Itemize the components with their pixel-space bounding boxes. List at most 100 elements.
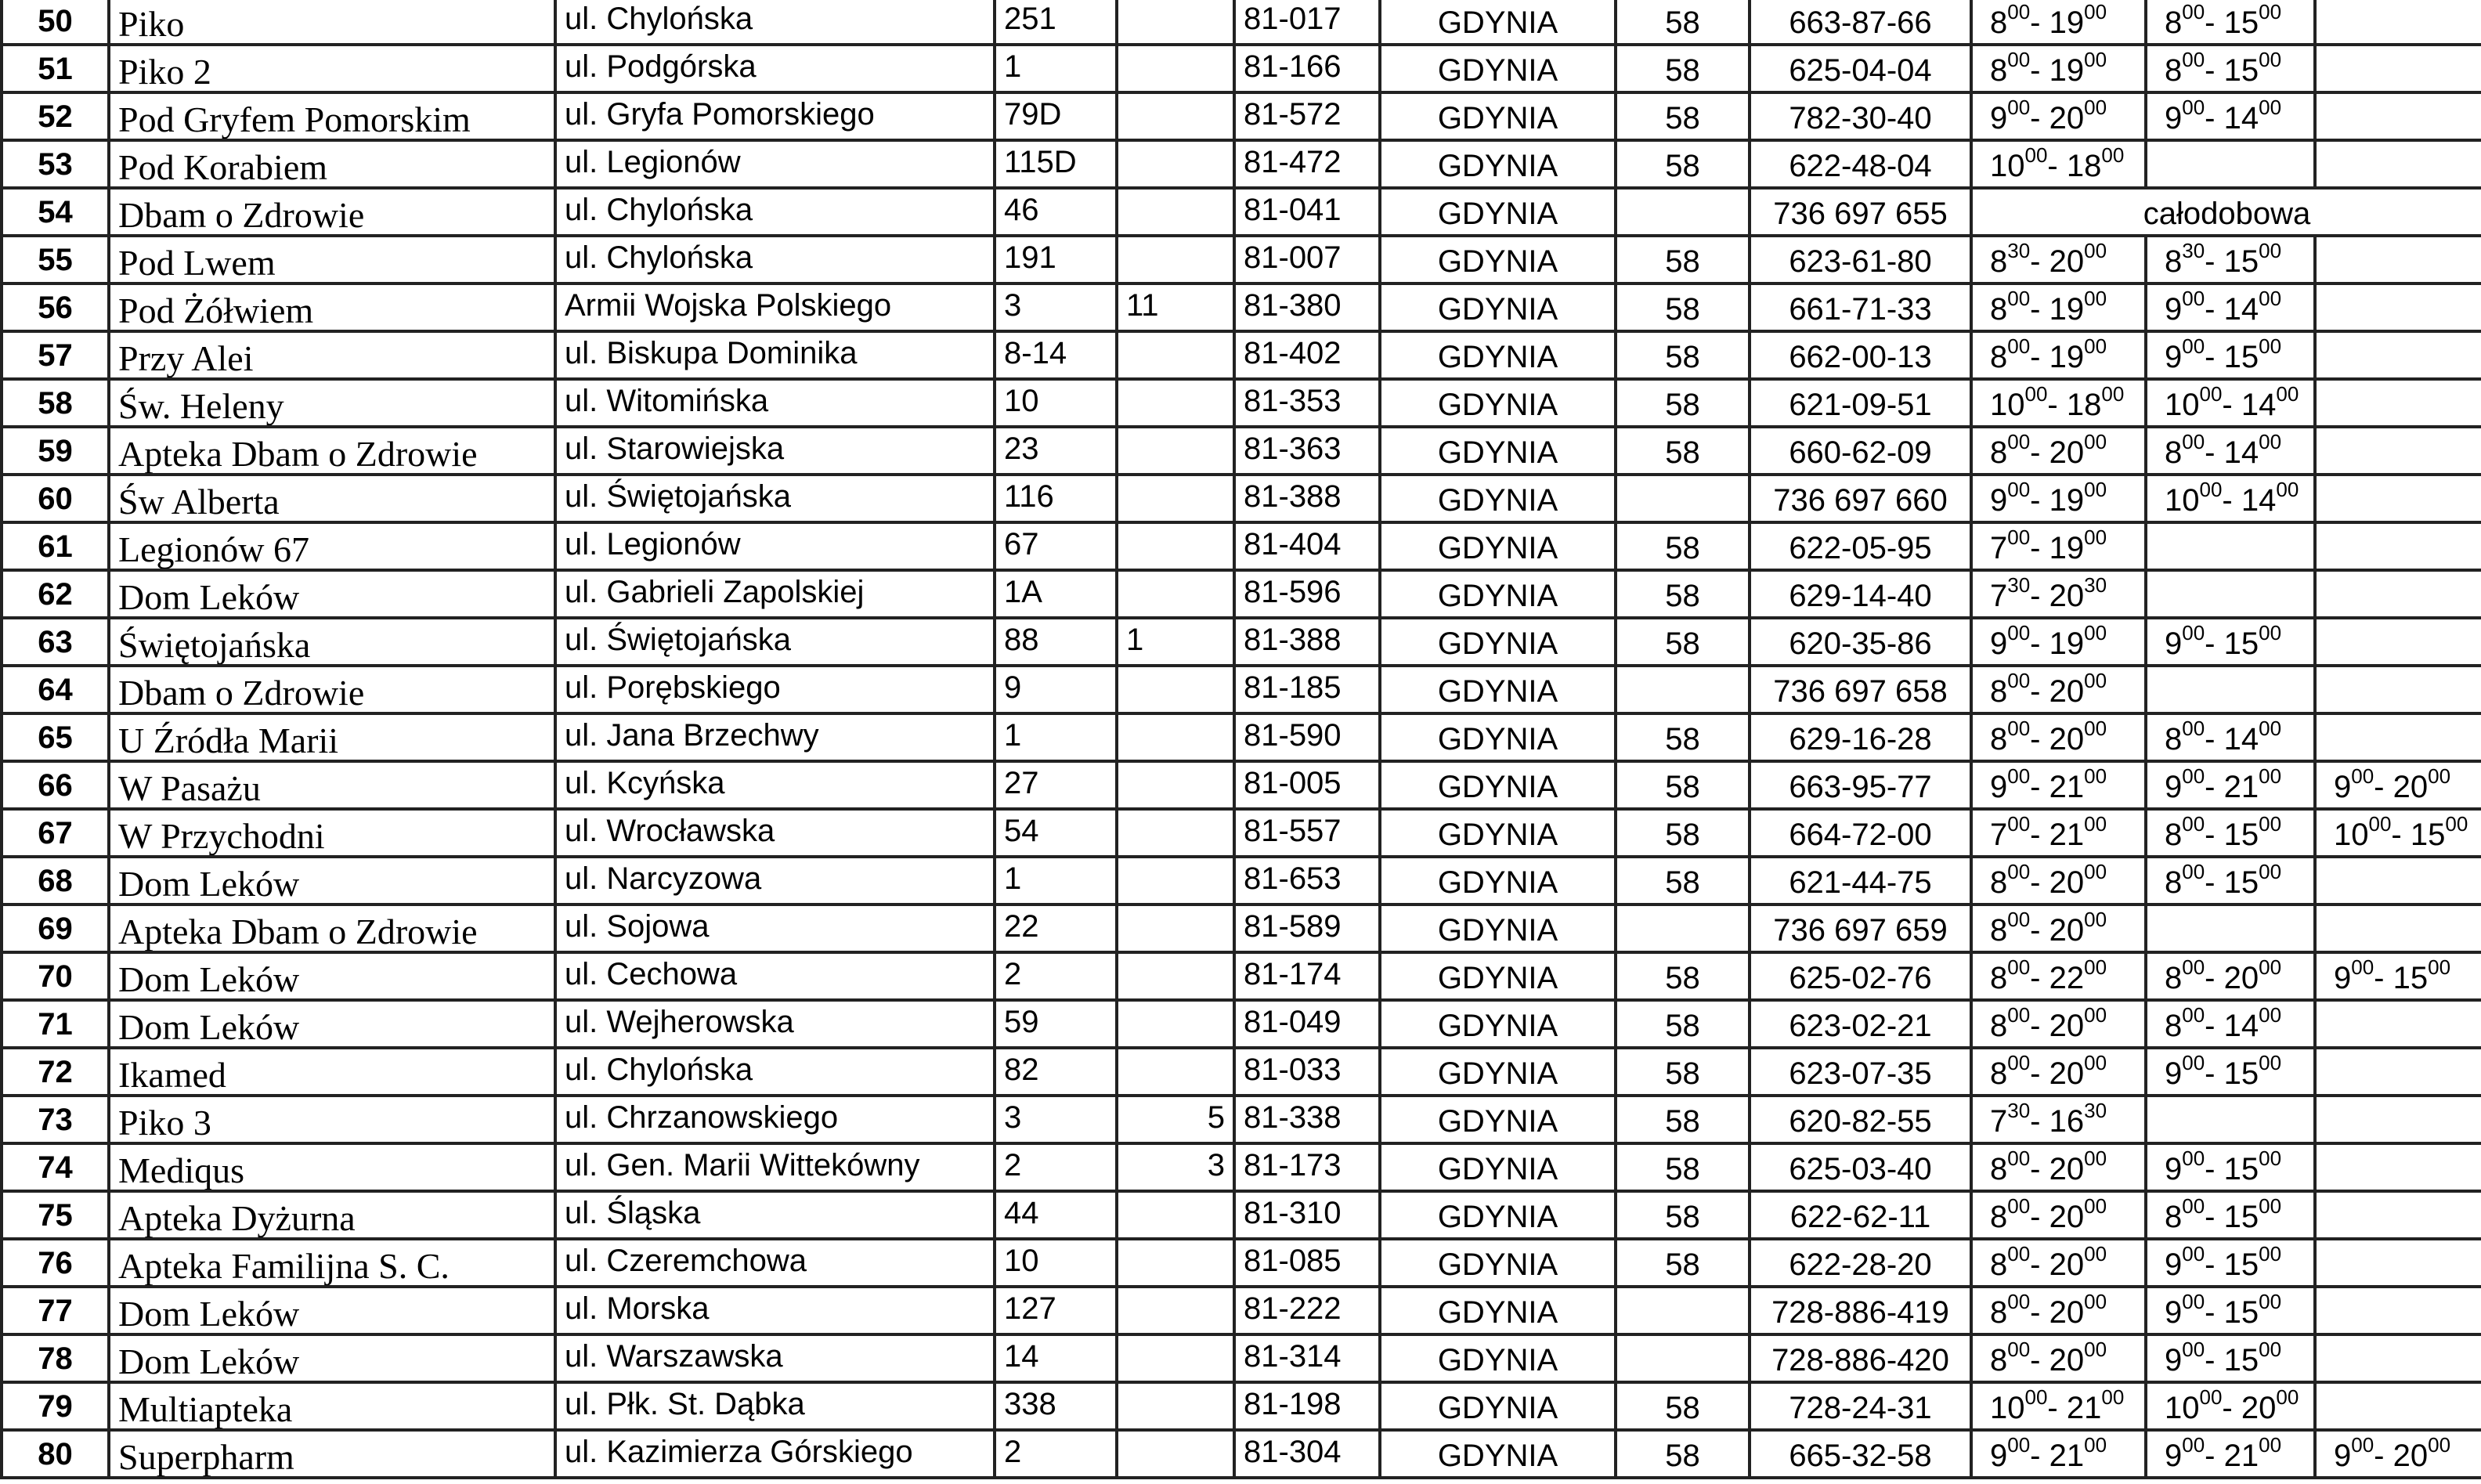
building-number: 79D [993,91,1118,142]
close-hour: 14 [2223,292,2259,327]
open-minute: 00 [2007,430,2031,453]
street: ul. Świętojańska [554,616,996,667]
close-minute: 00 [2276,478,2299,501]
area-code: 58 [1614,1428,1751,1479]
hours-weekday: 700- 2100 [1970,807,2147,858]
open-minute: 00 [2368,812,2392,836]
open-hour: 8 [2165,1200,2183,1234]
phone-number: 629-16-28 [1748,712,1973,763]
hours-sunday [2313,855,2481,906]
hours-sunday [2313,1190,2481,1240]
open-hour: 10 [1990,1391,2025,1425]
close-hour: 15 [2223,53,2259,88]
phone-number: 728-886-419 [1748,1285,1973,1336]
open-minute: 00 [2007,908,2031,931]
row-number: 80 [0,1428,110,1479]
postal-code: 81-198 [1233,1381,1381,1432]
close-hour: 14 [2223,435,2259,470]
postal-code: 81-380 [1233,282,1381,333]
hours-saturday: 800- 2000 [2144,951,2317,1002]
hours-sunday: 900- 1500 [2313,951,2481,1002]
table-row: 75 Apteka Dyżurna ul. Śląska 44 81-310 GDYNIA… [0,1190,2481,1240]
building-number: 251 [993,0,1118,46]
city: GDYNIA [1378,377,1617,428]
hours-weekday: 800- 2000 [1970,664,2147,715]
hours-saturday: 900- 1500 [2144,1333,2317,1384]
open-minute: 00 [2182,1051,2205,1074]
close-minute: 00 [2276,1385,2299,1409]
postal-code: 81-472 [1233,139,1381,190]
city: GDYNIA [1378,1046,1617,1097]
apartment-number [1115,712,1236,763]
close-hour: 15 [2223,1247,2259,1282]
postal-code: 81-033 [1233,1046,1381,1097]
close-hour: 15 [2410,818,2446,852]
open-minute: 00 [2182,1290,2205,1313]
hours-sunday [2313,139,2481,190]
close-minute: 00 [2259,430,2282,453]
open-hour: 10 [2165,483,2200,518]
row-number: 72 [0,1046,110,1097]
apartment-number [1115,1428,1236,1479]
close-hour: 20 [2393,1439,2429,1473]
open-minute: 00 [2182,812,2205,836]
apartment-number [1115,664,1236,715]
city: GDYNIA [1378,282,1617,333]
close-hour: 15 [2223,1343,2259,1377]
area-code: 58 [1614,282,1751,333]
hours-weekday: 800- 2000 [1970,425,2147,476]
close-minute: 00 [2084,48,2107,71]
open-minute: 00 [2007,525,2031,549]
hours-weekday: 700- 1900 [1970,521,2147,572]
phone-number: 736 697 658 [1748,664,1973,715]
area-code: 58 [1614,807,1751,858]
close-hour: 15 [2223,818,2259,852]
apartment-number [1115,43,1236,94]
building-number: 10 [993,377,1118,428]
apartment-number [1115,425,1236,476]
hours-sunday [2313,1142,2481,1193]
close-hour: 20 [2223,961,2259,995]
pharmacy-name: Pod Żółwiem [107,282,557,333]
pharmacy-name: Ikamed [107,1046,557,1097]
table-row: 54 Dbam o Zdrowie ul. Chylońska 46 81-041 GDY… [0,186,2481,237]
postal-code: 81-572 [1233,91,1381,142]
area-code: 58 [1614,1381,1751,1432]
hours-weekday: 1000- 1800 [1970,377,2147,428]
close-hour: 19 [2049,483,2085,518]
close-minute: 00 [2259,334,2282,358]
pharmacy-name: Przy Alei [107,330,557,381]
open-minute: 00 [2182,334,2205,358]
pharmacy-name: Św. Heleny [107,377,557,428]
hours-sunday [2313,425,2481,476]
open-hour: 10 [1990,388,2025,422]
pharmacy-name: W Przychodni [107,807,557,858]
open-minute: 30 [2007,573,2031,597]
phone-number: 661-71-33 [1748,282,1973,333]
postal-code: 81-557 [1233,807,1381,858]
table-row: 64 Dbam o Zdrowie ul. Porębskiego 9 81-185 GD… [0,664,2481,715]
close-minute: 00 [2259,1146,2282,1170]
close-hour: 15 [2223,626,2259,661]
area-code: 58 [1614,998,1751,1049]
area-code: 58 [1614,855,1751,906]
phone-number: 728-24-31 [1748,1381,1973,1432]
open-minute: 00 [2007,1242,2031,1266]
close-minute: 00 [2259,812,2282,836]
close-hour: 19 [2049,5,2085,40]
pharmacy-name: Dom Leków [107,855,557,906]
hours-weekday: 900- 2100 [1970,760,2147,811]
close-hour: 20 [2393,770,2429,804]
table-row: 76 Apteka Familijna S. C. ul. Czeremchowa 1… [0,1237,2481,1288]
building-number: 116 [993,473,1118,524]
building-number: 338 [993,1381,1118,1432]
phone-number: 736 697 660 [1748,473,1973,524]
open-hour: 8 [1990,865,2008,900]
open-minute: 00 [2007,812,2031,836]
open-minute: 00 [2182,1242,2205,1266]
phone-number: 622-48-04 [1748,139,1973,190]
phone-number: 622-62-11 [1748,1190,1973,1240]
hours-sunday [2313,1333,2481,1384]
postal-code: 81-166 [1233,43,1381,94]
hours-saturday: 1000- 1400 [2144,377,2317,428]
